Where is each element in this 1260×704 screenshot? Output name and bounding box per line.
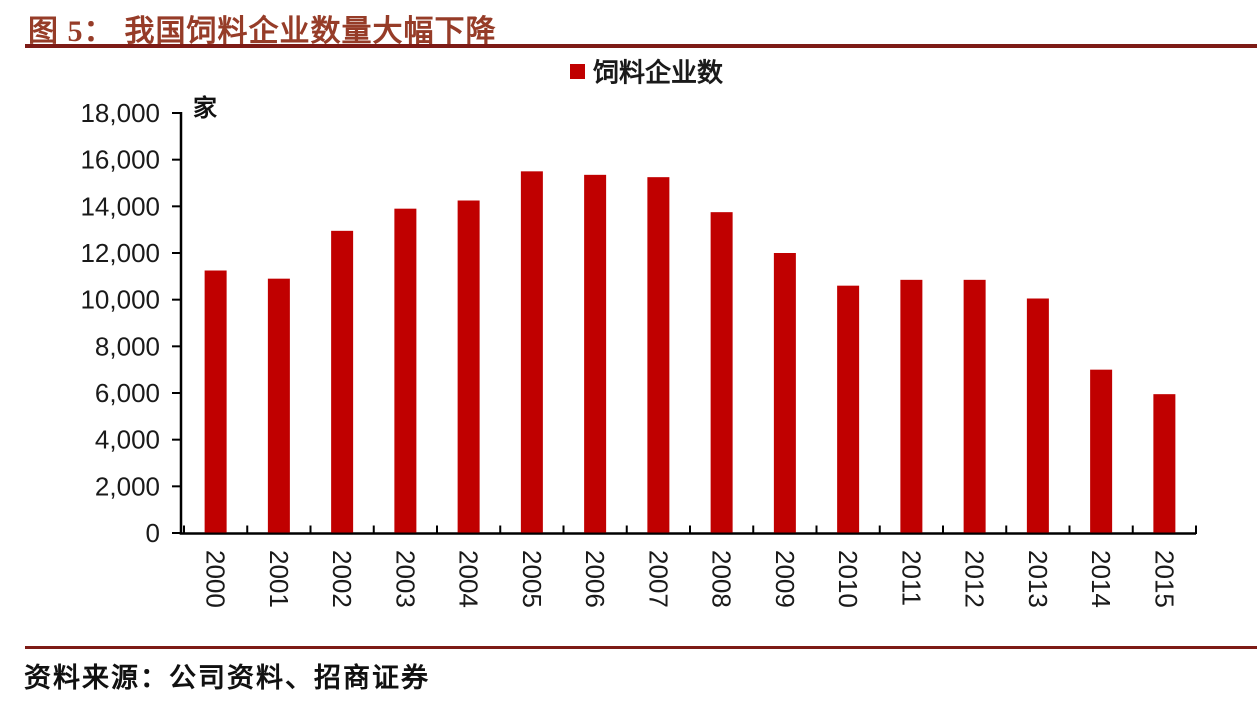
x-tick-label-2009: 2009: [770, 550, 800, 608]
x-tick-label-2007: 2007: [643, 550, 673, 608]
bar-2007: [647, 177, 670, 533]
legend-label: 饲料企业数: [592, 58, 724, 88]
x-tick-label-2010: 2010: [833, 550, 863, 608]
x-tick-label-2006: 2006: [580, 550, 610, 608]
bar-2001: [267, 278, 290, 533]
y-tick-label: 12,000: [80, 238, 160, 268]
y-tick-label: 10,000: [80, 285, 160, 315]
x-tick-label-2011: 2011: [896, 550, 926, 606]
x-tick-label-2004: 2004: [454, 550, 484, 608]
x-tick-label-2002: 2002: [327, 550, 357, 608]
bar-2000: [204, 270, 227, 533]
x-tick-label-2005: 2005: [517, 550, 547, 608]
bar-2010: [837, 285, 860, 533]
y-axis-unit-label: 家: [193, 94, 217, 122]
x-tick-label-2003: 2003: [390, 550, 420, 608]
bar-2015: [1153, 394, 1176, 533]
bar-2011: [900, 279, 923, 533]
x-tick-label-2001: 2001: [264, 550, 294, 608]
bar-2005: [520, 171, 543, 533]
figure-title-text: 我国饲料企业数量大幅下降: [124, 15, 497, 48]
bar-2008: [710, 212, 733, 533]
footer-rule: [25, 646, 1257, 649]
bar-2004: [457, 200, 480, 533]
y-tick-label: 8,000: [95, 331, 160, 361]
x-tick-label-2012: 2012: [960, 550, 990, 608]
x-tick-label-2000: 2000: [201, 550, 231, 608]
figure-header: 图 5： 我国饲料企业数量大幅下降: [28, 6, 1238, 50]
figure-number-label: 图 5：: [28, 15, 115, 48]
bar-2009: [773, 253, 796, 533]
bar-2002: [331, 230, 354, 533]
source-note: 资料来源：公司资料、招商证券: [24, 663, 430, 693]
bar-2006: [584, 174, 607, 533]
y-tick-label: 4,000: [95, 425, 160, 455]
y-tick-label: 18,000: [80, 98, 160, 128]
bar-2013: [1026, 298, 1049, 533]
y-tick-label: 6,000: [95, 378, 160, 408]
y-tick-label: 16,000: [80, 145, 160, 175]
y-tick-label: 0: [146, 518, 160, 548]
x-tick-label-2014: 2014: [1086, 550, 1116, 608]
x-tick-label-2015: 2015: [1149, 550, 1179, 608]
title-rule: [25, 44, 1257, 48]
bar-2003: [394, 208, 417, 533]
y-tick-label: 14,000: [80, 191, 160, 221]
x-tick-label-2013: 2013: [1023, 550, 1053, 608]
bar-2012: [963, 279, 986, 533]
bar-2014: [1090, 369, 1113, 533]
legend-swatch: [570, 64, 585, 79]
y-tick-label: 2,000: [95, 471, 160, 501]
figure-title: 图 5： 我国饲料企业数量大幅下降: [28, 6, 1238, 50]
x-tick-label-2008: 2008: [707, 550, 737, 608]
